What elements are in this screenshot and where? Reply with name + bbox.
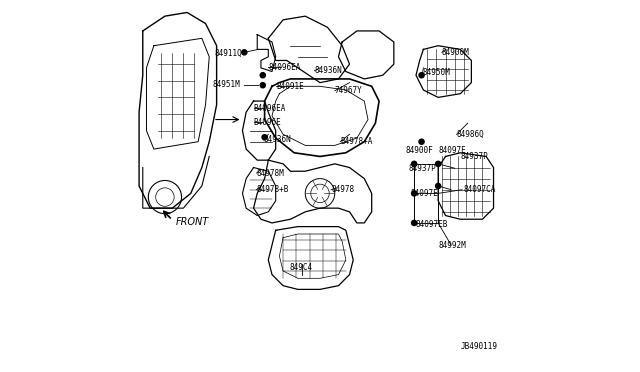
Text: JB490119: JB490119 xyxy=(460,342,497,351)
Text: 84096EA: 84096EA xyxy=(268,62,301,72)
Circle shape xyxy=(242,50,247,55)
Text: B4978+A: B4978+A xyxy=(340,137,372,146)
Text: 84937P: 84937P xyxy=(408,164,436,173)
Text: 84097CA: 84097CA xyxy=(463,185,495,194)
Text: FRONT: FRONT xyxy=(175,217,209,227)
Text: 74967Y: 74967Y xyxy=(335,86,362,95)
Text: 84978+B: 84978+B xyxy=(257,185,289,194)
Circle shape xyxy=(412,191,417,196)
Text: 84937P: 84937P xyxy=(460,152,488,161)
Circle shape xyxy=(412,220,417,225)
Text: 84936N: 84936N xyxy=(264,135,292,144)
Text: 849C4: 849C4 xyxy=(290,263,313,272)
Text: 84992M: 84992M xyxy=(438,241,466,250)
Text: 84097E: 84097E xyxy=(410,189,438,198)
Text: 84978: 84978 xyxy=(331,185,354,194)
Text: 84900M: 84900M xyxy=(442,48,470,57)
Circle shape xyxy=(260,73,266,78)
Text: B4091E: B4091E xyxy=(276,82,304,91)
Circle shape xyxy=(436,161,441,166)
Text: 84936N: 84936N xyxy=(314,66,342,75)
Circle shape xyxy=(260,83,266,88)
Text: 84097E: 84097E xyxy=(438,147,466,155)
Text: 84950M: 84950M xyxy=(422,68,451,77)
Text: 84911Q: 84911Q xyxy=(214,49,243,58)
Circle shape xyxy=(412,161,417,166)
Circle shape xyxy=(419,73,424,78)
Text: 84900F: 84900F xyxy=(406,147,433,155)
Circle shape xyxy=(436,183,441,189)
Text: 84986Q: 84986Q xyxy=(456,130,484,139)
Text: B4096E: B4096E xyxy=(253,118,282,127)
Text: 84978M: 84978M xyxy=(257,169,284,177)
Text: B4096EA: B4096EA xyxy=(253,104,286,113)
Circle shape xyxy=(262,135,268,140)
Circle shape xyxy=(419,139,424,144)
Text: 84951M: 84951M xyxy=(213,80,241,89)
Text: 84097EB: 84097EB xyxy=(415,220,447,229)
